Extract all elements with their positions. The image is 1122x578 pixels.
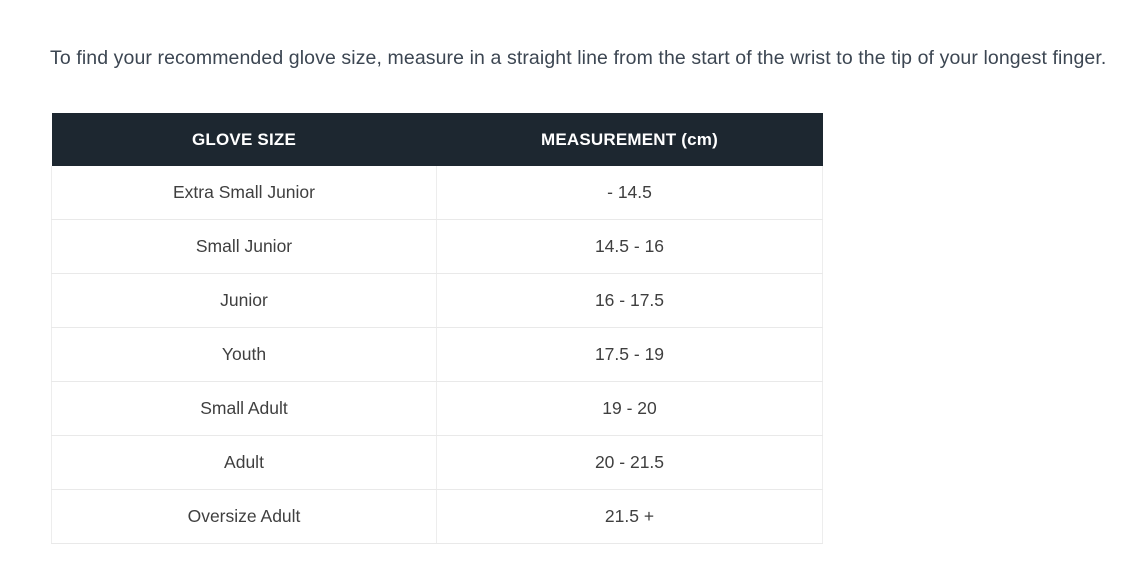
glove-size-table: GLOVE SIZE MEASUREMENT (cm) Extra Small … <box>51 113 823 544</box>
cell-measurement: - 14.5 <box>436 166 823 220</box>
cell-glove-size: Adult <box>51 435 437 490</box>
cell-glove-size: Small Junior <box>51 219 437 274</box>
table-row: Adult 20 - 21.5 <box>51 435 823 490</box>
table-body: Extra Small Junior - 14.5 Small Junior 1… <box>51 166 823 544</box>
cell-measurement: 20 - 21.5 <box>436 435 823 490</box>
table-row: Youth 17.5 - 19 <box>51 327 823 382</box>
column-header-glove-size: GLOVE SIZE <box>51 113 437 166</box>
table-row: Oversize Adult 21.5 + <box>51 489 823 544</box>
cell-glove-size: Junior <box>51 273 437 328</box>
cell-measurement: 16 - 17.5 <box>436 273 823 328</box>
cell-glove-size: Small Adult <box>51 381 437 436</box>
table-row: Junior 16 - 17.5 <box>51 273 823 328</box>
cell-glove-size: Youth <box>51 327 437 382</box>
table-row: Extra Small Junior - 14.5 <box>51 166 823 220</box>
cell-measurement: 14.5 - 16 <box>436 219 823 274</box>
cell-measurement: 21.5 + <box>436 489 823 544</box>
cell-glove-size: Extra Small Junior <box>51 166 437 220</box>
intro-paragraph: To find your recommended glove size, mea… <box>50 46 1107 69</box>
cell-measurement: 17.5 - 19 <box>436 327 823 382</box>
cell-glove-size: Oversize Adult <box>51 489 437 544</box>
cell-measurement: 19 - 20 <box>436 381 823 436</box>
table-header: GLOVE SIZE MEASUREMENT (cm) <box>51 113 823 166</box>
table-row: Small Adult 19 - 20 <box>51 381 823 436</box>
table-row: Small Junior 14.5 - 16 <box>51 219 823 274</box>
column-header-measurement: MEASUREMENT (cm) <box>436 113 823 166</box>
table-header-row: GLOVE SIZE MEASUREMENT (cm) <box>51 113 823 166</box>
